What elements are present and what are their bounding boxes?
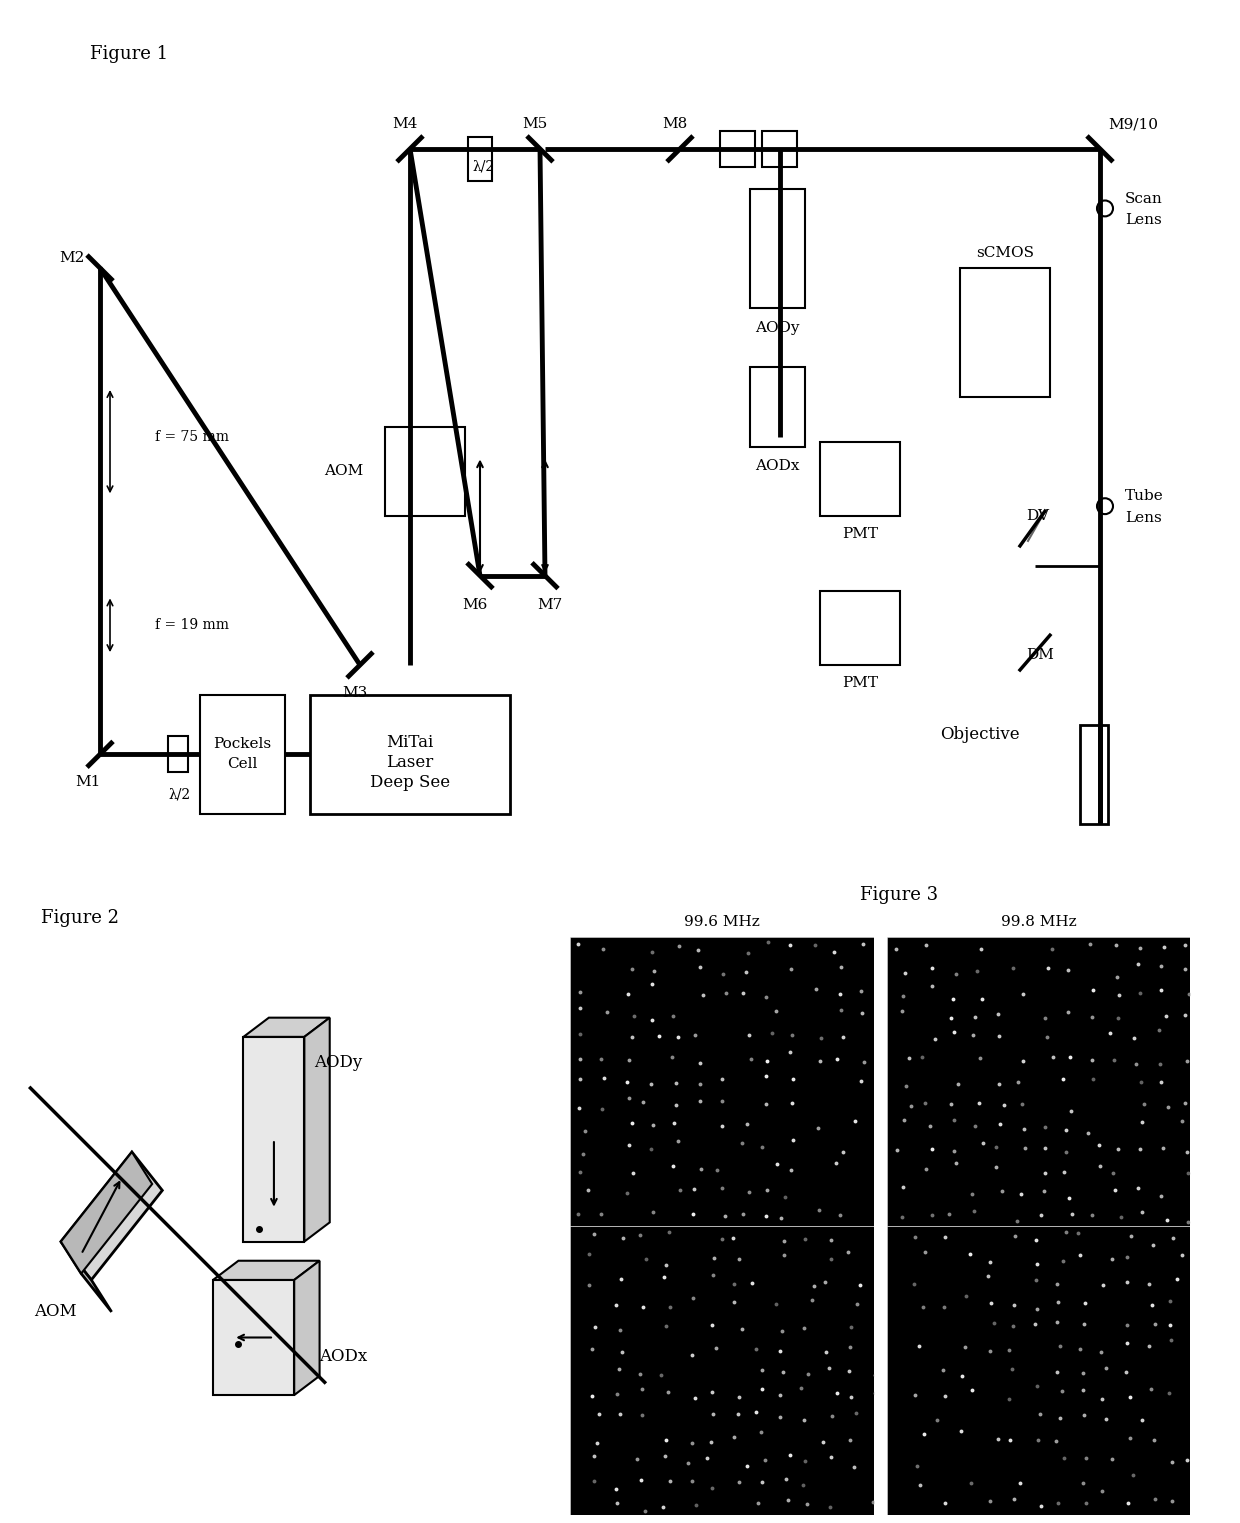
Polygon shape [304,1017,330,1241]
Bar [167,737,188,772]
Text: Scan: Scan [1125,192,1163,206]
Text: AODy: AODy [755,320,800,335]
Text: 99.8 MHz: 99.8 MHz [1001,915,1076,929]
Text: M9/10: M9/10 [1109,117,1158,131]
Text: DV: DV [1027,509,1049,522]
Text: AODx: AODx [755,460,800,474]
Text: AODx: AODx [320,1348,368,1365]
Polygon shape [213,1261,320,1279]
Bar [467,137,492,181]
Text: Objective: Objective [940,726,1019,743]
Text: M6: M6 [463,599,487,612]
Text: M2: M2 [60,251,84,265]
Text: AODy: AODy [315,1054,363,1071]
Text: M8: M8 [662,117,688,131]
Bar [310,694,510,813]
Text: AOM: AOM [324,465,363,478]
Text: Pockels: Pockels [213,737,272,751]
Text: 99.6 MHz: 99.6 MHz [684,915,760,929]
Text: Cell: Cell [227,757,258,771]
Polygon shape [61,1151,153,1273]
Polygon shape [294,1261,320,1395]
Polygon shape [61,1151,162,1279]
Bar [820,591,900,666]
Text: λ/2: λ/2 [169,787,191,801]
Text: f = 19 mm: f = 19 mm [155,618,229,632]
Text: M7: M7 [537,599,563,612]
Bar [720,131,755,166]
Text: Lens: Lens [1125,213,1162,227]
Polygon shape [243,1037,304,1241]
Text: sCMOS: sCMOS [976,247,1034,260]
Polygon shape [243,1017,330,1037]
Text: Figure 2: Figure 2 [41,909,119,928]
Text: MiTai: MiTai [387,734,434,751]
Text: Figure 1: Figure 1 [91,44,169,62]
Text: f = 75 mm: f = 75 mm [155,429,229,443]
Bar [820,442,900,516]
Text: Laser: Laser [387,754,434,771]
Text: M4: M4 [392,117,418,131]
Bar [750,367,805,446]
Text: Tube: Tube [1125,489,1164,503]
Bar [750,189,805,308]
Text: AOM: AOM [35,1304,77,1320]
Polygon shape [213,1279,294,1395]
Bar [384,426,465,516]
Text: λ/2: λ/2 [472,160,495,174]
Text: Lens: Lens [1125,512,1162,525]
Text: M3: M3 [342,685,367,699]
Bar [200,694,285,813]
Text: PMT: PMT [842,676,878,690]
Polygon shape [61,1241,112,1311]
Text: Deep See: Deep See [370,774,450,790]
Text: M5: M5 [522,117,548,131]
Text: Figure 3: Figure 3 [859,886,939,903]
Bar [1080,725,1109,824]
Bar [960,268,1050,398]
Text: DM: DM [1025,649,1054,663]
Bar [763,131,797,166]
Text: M1: M1 [76,775,100,789]
Text: PMT: PMT [842,527,878,541]
